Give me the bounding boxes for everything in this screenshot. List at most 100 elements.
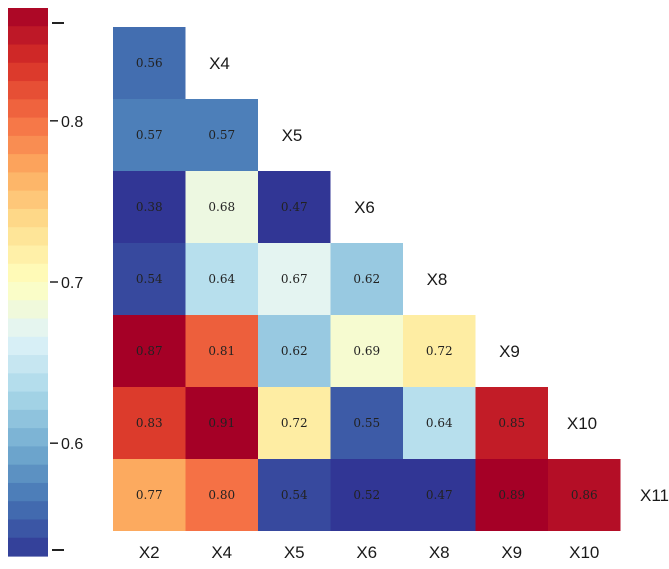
x-axis-label-x8: X8 <box>429 543 450 562</box>
heatmap-cell-r7-c2 <box>185 459 258 531</box>
cell-value-label: 0.57 <box>136 128 163 142</box>
heatmap-cell-r4-c1 <box>113 243 186 315</box>
colorbar-band <box>8 336 48 356</box>
colorbar-band <box>8 501 48 521</box>
cell-value-label: 0.64 <box>426 416 453 430</box>
cell-value-label: 0.69 <box>353 344 380 358</box>
colorbar-band <box>8 537 48 557</box>
cell-value-label: 0.64 <box>208 272 235 286</box>
row-label-x6: X6 <box>354 198 375 217</box>
colorbar-band <box>8 464 48 484</box>
x-axis-label-x2: X2 <box>139 543 160 562</box>
heatmap-cell-r5-c5 <box>403 315 476 387</box>
colorbar-band <box>8 227 48 247</box>
heatmap-cell-r2-c2 <box>185 99 258 171</box>
colorbar-band <box>8 62 48 82</box>
cell-value-label: 0.52 <box>353 488 380 502</box>
heatmap-cells: 0.56 0.57 0.57 0.38 0.68 0.47 0.54 0.64 0.67 0.62… <box>113 27 621 531</box>
heatmap-cell-r7-c7 <box>548 459 621 531</box>
colorbar-band <box>8 81 48 100</box>
row-label-x10: X10 <box>567 414 597 433</box>
cell-value-label: 0.89 <box>498 488 525 502</box>
colorbar-band <box>8 355 48 374</box>
colorbar-tick-label: 0.7 <box>61 275 83 292</box>
row-label-x4: X4 <box>209 54 230 73</box>
row-label-x11: X11 <box>640 486 669 505</box>
colorbar-band <box>8 117 48 137</box>
colorbar-tick-label: 0.8 <box>61 114 83 131</box>
colorbar-band <box>8 208 48 228</box>
heatmap-cell-r6-c1 <box>113 387 186 459</box>
row-label-x8: X8 <box>427 270 448 289</box>
heatmap-cell-r4-c2 <box>185 243 258 315</box>
x-axis-label-x10: X10 <box>569 543 599 562</box>
cell-value-label: 0.56 <box>136 56 163 70</box>
colorbar-band <box>8 99 48 119</box>
x-axis-label-x6: X6 <box>356 543 377 562</box>
heatmap-cell-r4-c3 <box>258 243 331 315</box>
colorbar-band <box>8 135 48 155</box>
cell-value-label: 0.62 <box>353 272 380 286</box>
x-axis-label-x9: X9 <box>501 543 522 562</box>
heatmap-cell-r5-c1 <box>113 315 186 387</box>
colorbar-band <box>8 391 48 411</box>
cell-value-label: 0.47 <box>281 200 308 214</box>
heatmap-cell-r7-c4 <box>330 459 403 531</box>
cell-value-label: 0.85 <box>498 416 525 430</box>
cell-value-label: 0.47 <box>426 488 453 502</box>
heatmap-cell-r7-c6 <box>475 459 548 531</box>
colorbar-band <box>8 263 48 283</box>
heatmap-cell-r3-c1 <box>113 171 186 243</box>
colorbar-band <box>8 300 48 320</box>
cell-value-label: 0.68 <box>208 200 235 214</box>
cell-value-label: 0.54 <box>281 488 308 502</box>
cell-value-label: 0.67 <box>281 272 308 286</box>
colorbar-band <box>8 282 48 301</box>
colorbar-band <box>8 482 48 502</box>
colorbar-band <box>8 409 48 429</box>
cell-value-label: 0.86 <box>571 488 598 502</box>
colorbar-band <box>8 154 48 173</box>
colorbar-tick-label: 0.6 <box>61 436 83 453</box>
colorbar-band <box>8 519 48 539</box>
colorbar-band <box>8 245 48 265</box>
heatmap-cell-r5-c3 <box>258 315 331 387</box>
colorbar-band <box>8 446 48 466</box>
cell-value-label: 0.54 <box>136 272 163 286</box>
cell-value-label: 0.62 <box>281 344 308 358</box>
heatmap-cell-r7-c1 <box>113 459 186 531</box>
cell-value-label: 0.81 <box>208 344 235 358</box>
row-label-x9: X9 <box>499 342 520 361</box>
heatmap-cell-r3-c2 <box>185 171 258 243</box>
heatmap-cell-r1-c1 <box>113 27 186 99</box>
heatmap-cell-r5-c2 <box>185 315 258 387</box>
colorbar-band <box>8 26 48 46</box>
cell-value-label: 0.80 <box>208 488 235 502</box>
colorbar: 0.6 0.7 0.8 <box>8 8 83 557</box>
heatmap-cell-r6-c3 <box>258 387 331 459</box>
colorbar-band <box>8 8 48 27</box>
row-labels: X4 X5 X6 X8 X9 X10 X11 <box>209 54 669 505</box>
x-axis-label-x4: X4 <box>211 543 232 562</box>
heatmap-cell-r7-c3 <box>258 459 331 531</box>
colorbar-band <box>8 44 48 64</box>
cell-value-label: 0.91 <box>208 416 235 430</box>
x-axis-label-x5: X5 <box>284 543 305 562</box>
heatmap-cell-r4-c4 <box>330 243 403 315</box>
heatmap-cell-r6-c6 <box>475 387 548 459</box>
heatmap-cell-r7-c5 <box>403 459 476 531</box>
row-label-x5: X5 <box>282 126 303 145</box>
heatmap-cell-r6-c2 <box>185 387 258 459</box>
colorbar-band <box>8 172 48 192</box>
colorbar-band <box>8 373 48 393</box>
heatmap-cell-r6-c5 <box>403 387 476 459</box>
cell-value-label: 0.77 <box>136 488 163 502</box>
colorbar-band <box>8 190 48 210</box>
heatmap-cell-r3-c3 <box>258 171 331 243</box>
cell-value-label: 0.57 <box>208 128 235 142</box>
heatmap-cell-r6-c4 <box>330 387 403 459</box>
cell-value-label: 0.38 <box>136 200 163 214</box>
cell-value-label: 0.72 <box>426 344 453 358</box>
colorbar-band <box>8 318 48 338</box>
